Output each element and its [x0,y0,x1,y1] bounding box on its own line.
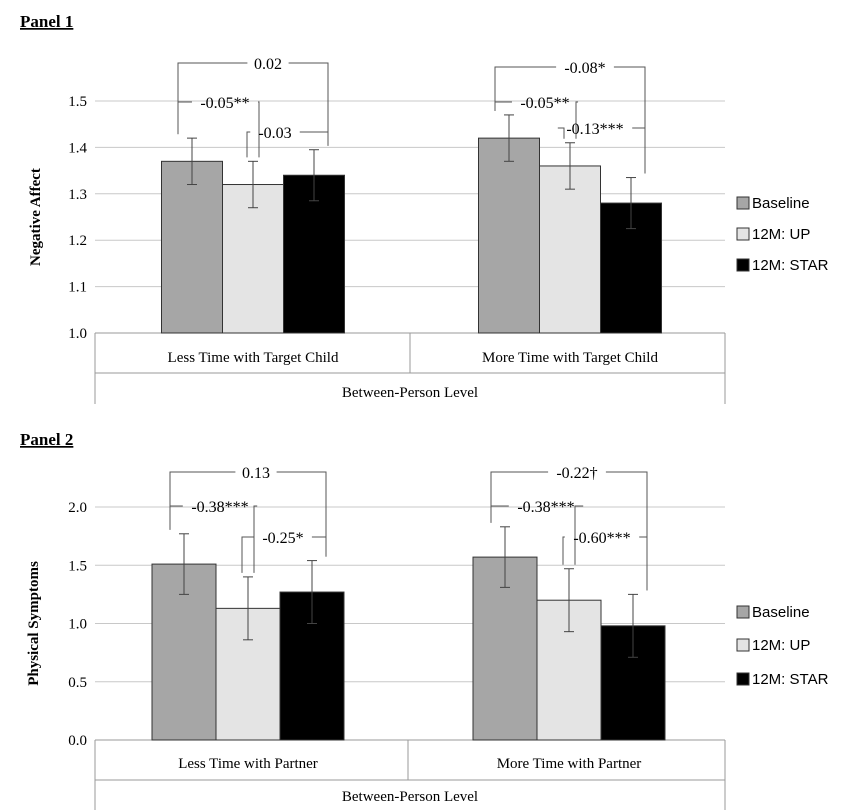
y-tick-label: 1.0 [68,326,87,342]
significance-bracket [241,536,327,573]
y-tick-label: 1.3 [68,187,87,203]
bar-12m-up [222,184,284,334]
panel-1: Panel 1 1.0 1.1 1.2 1.3 1.4 1.5 Negative Affect… [20,12,829,404]
significance-label: -0.38*** [517,499,574,516]
legend-swatch [736,196,750,210]
significance-bracket [177,101,260,158]
y-tick-label: 1.1 [68,280,87,296]
significance-bracket [246,131,329,158]
y-tick-label: 0.5 [68,675,87,691]
significance-label: -0.60*** [573,530,630,547]
y-tick-label: 1.4 [68,140,87,156]
y-tick-label: 1.5 [68,94,87,110]
y-tick-label: 1.2 [68,233,87,249]
significance-bracket [169,505,258,573]
x-axis-title: Between-Person Level [342,789,478,805]
significance-bracket [490,505,584,565]
legend-swatch [736,638,750,652]
y-axis-title: Physical Symptoms [26,561,42,686]
significance-bracket [557,127,646,174]
panel-2: Panel 2 0.0 0.5 1.0 1.5 2.0 Physical Symptoms L… [20,430,829,810]
legend-swatch [736,258,750,272]
legend-swatch [736,227,750,241]
bar-12m-star [283,174,345,334]
legend-swatch [736,605,750,619]
bar-baseline [478,137,540,334]
legend-label: Baseline [752,195,810,212]
y-axis-title: Negative Affect [28,168,44,266]
legend-label: Baseline [752,604,810,621]
significance-label: -0.38*** [191,499,248,516]
significance-label: -0.05** [200,95,249,112]
panel-title: Panel 1 [20,12,73,31]
category-label: More Time with Partner [497,756,642,772]
significance-bracket [562,536,648,591]
legend-label: 12M: STAR [752,257,829,274]
legend-swatch [736,672,750,686]
significance-label: -0.03 [258,125,291,142]
significance-label: 0.13 [242,465,270,482]
legend-label: 12M: STAR [752,671,829,688]
y-tick-label: 1.0 [68,617,87,633]
panel-title: Panel 2 [20,430,73,449]
significance-label: 0.02 [254,56,282,73]
significance-label: -0.13*** [566,121,623,138]
bar-baseline [161,160,223,334]
significance-label: -0.22† [556,465,597,482]
significance-label: -0.08* [564,60,605,77]
significance-bracket [494,101,579,139]
significance-label: -0.05** [520,95,569,112]
legend-label: 12M: UP [752,226,810,243]
legend-label: 12M: UP [752,637,810,654]
category-label: More Time with Target Child [482,350,658,366]
y-tick-label: 2.0 [68,500,87,516]
category-label: Less Time with Partner [178,756,318,772]
category-label: Less Time with Target Child [168,350,339,366]
bar-12m-up [539,165,601,334]
y-tick-label: 0.0 [68,733,87,749]
bar-12m-star [600,625,666,741]
significance-label: -0.25* [262,530,303,547]
y-tick-label: 1.5 [68,558,87,574]
x-axis-title: Between-Person Level [342,385,478,401]
